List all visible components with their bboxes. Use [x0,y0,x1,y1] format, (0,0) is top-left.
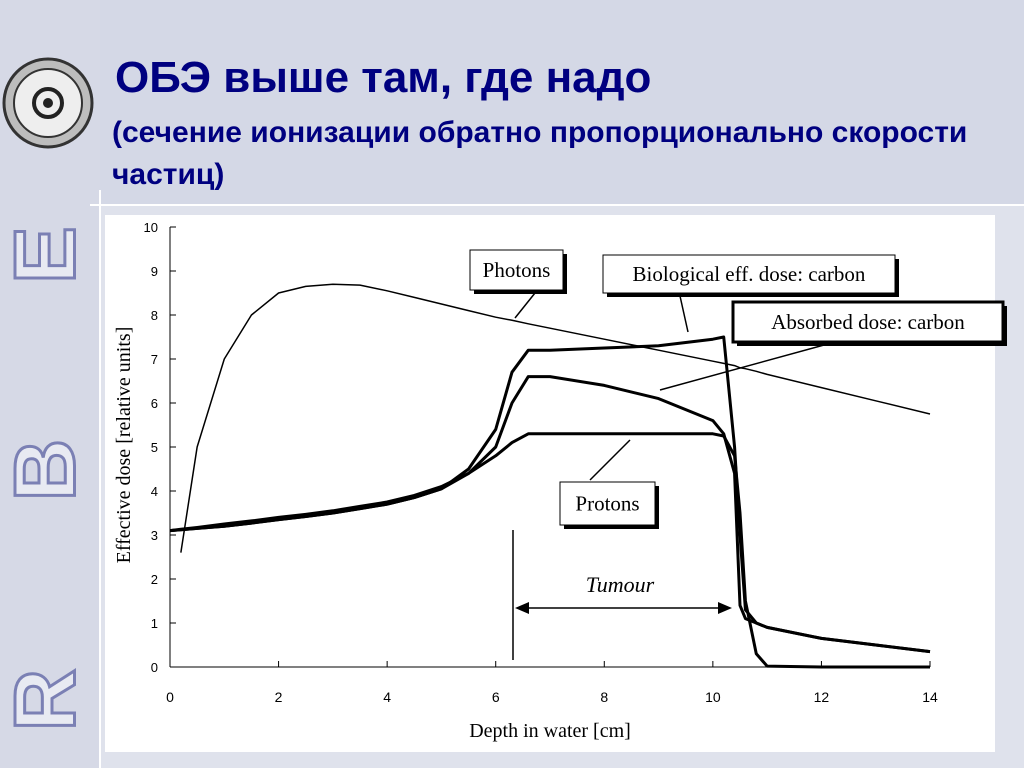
title-band [100,0,1024,205]
y-tick-label: 2 [151,572,158,587]
y-tick-label: 3 [151,528,158,543]
x-tick-label: 12 [814,689,830,705]
callout-box [602,254,896,294]
tumour-label: Tumour [586,572,655,597]
side-letter: B [0,439,94,501]
legend-label: Absorbed dose: carbon [771,310,965,334]
side-letter: E [0,226,94,283]
x-tick-label: 10 [705,689,721,705]
y-tick-label: 9 [151,264,158,279]
y-tick-label: 6 [151,396,158,411]
x-tick-label: 6 [492,689,500,705]
y-tick-label: 0 [151,660,158,675]
callout-box [469,249,564,291]
legend-label: Biological eff. dose: carbon [633,262,866,286]
slide-subtitle: (сечение ионизации обратно пропорциональ… [112,116,968,191]
x-tick-label: 2 [275,689,283,705]
series-line [169,432,930,669]
callout-pointer [679,295,689,333]
series-line [180,283,931,553]
callout-pointer [589,439,631,481]
subtitle-box: (сечение ионизации обратно пропорциональ… [112,116,968,191]
x-tick-label: 4 [383,689,391,705]
callout-box [559,481,656,526]
legend-label: Protons [575,492,639,516]
legend-label: Photons [483,258,551,282]
callout-pointer [514,292,536,319]
x-tick-label: 0 [166,689,174,705]
y-tick-label: 7 [151,352,158,367]
callout-box [731,300,1005,344]
x-tick-label: 8 [600,689,608,705]
y-tick-label: 5 [151,440,158,455]
x-axis-label: Depth in water [cm] [469,720,631,742]
y-tick-label: 1 [151,616,158,631]
y-tick-label: 4 [151,484,158,499]
logo [2,57,94,149]
y-tick-label: 10 [144,220,158,235]
y-axis-label: Effective dose [relative units] [113,327,135,564]
callout-pointer [659,341,836,391]
x-tick-label: 14 [922,689,938,705]
side-letter: R [0,669,94,731]
slide-title: ОБЭ выше там, где надо [115,53,651,102]
y-tick-label: 8 [151,308,158,323]
